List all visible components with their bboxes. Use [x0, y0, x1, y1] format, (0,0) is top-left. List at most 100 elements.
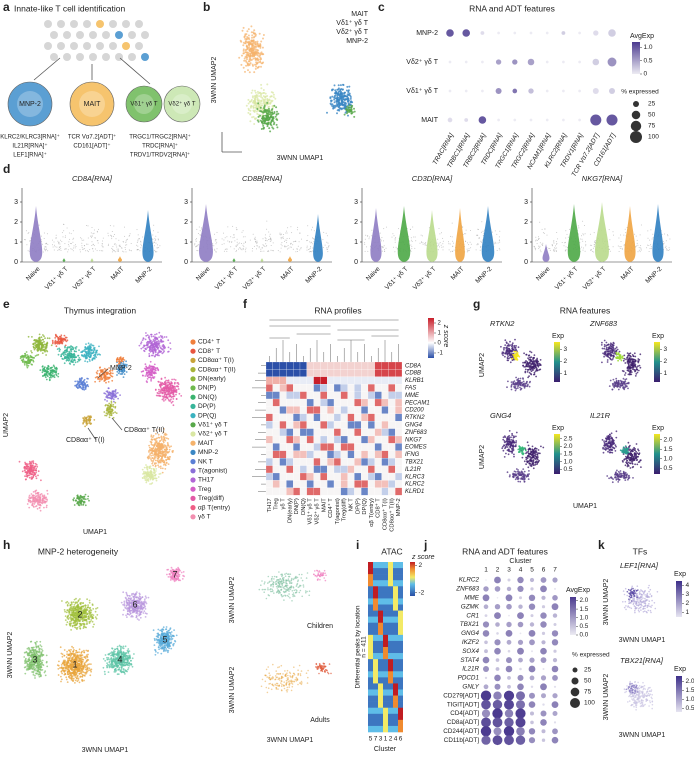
cell-dot	[89, 356, 92, 359]
cell-dot	[252, 64, 254, 67]
cell-dot	[119, 394, 121, 396]
cell-dot	[64, 349, 66, 352]
jitter	[241, 249, 243, 251]
cell-dot	[143, 349, 145, 352]
jitter	[546, 234, 548, 236]
jitter	[579, 238, 581, 240]
jitter	[109, 234, 111, 236]
cell-dot	[45, 345, 47, 348]
cell-dot	[256, 57, 259, 60]
jitter	[553, 251, 555, 252]
jitter	[410, 237, 412, 239]
jitter	[479, 249, 481, 251]
cell-dot	[154, 336, 157, 339]
jitter	[499, 230, 501, 232]
jitter	[197, 244, 199, 246]
cell-dot	[252, 53, 255, 56]
axis-label: 3WNN UMAP1	[277, 155, 324, 162]
cell-dot	[174, 379, 177, 381]
cell-dot	[51, 375, 54, 378]
jitter	[156, 251, 158, 253]
jitter	[585, 243, 587, 245]
cell-dot	[149, 340, 152, 343]
jitter	[499, 241, 501, 243]
jitter	[298, 241, 300, 243]
cell-dot	[86, 384, 89, 386]
cell-dot	[161, 460, 164, 462]
cell-dot	[147, 369, 150, 372]
jitter	[635, 235, 637, 237]
cell-dot	[114, 401, 117, 404]
jitter	[538, 238, 540, 239]
jitter	[665, 240, 667, 242]
violin	[313, 214, 323, 262]
jitter	[258, 247, 260, 249]
legend-swatch	[190, 486, 196, 492]
cell-dot	[154, 351, 157, 354]
cell-dot	[84, 360, 86, 362]
dot	[593, 30, 599, 36]
cell-dot	[260, 128, 263, 130]
cell-dot	[75, 350, 78, 353]
cell-dot	[165, 336, 168, 338]
cell-dot	[27, 364, 30, 367]
jitter	[216, 231, 218, 233]
cell-dot	[157, 453, 160, 455]
jitter	[281, 242, 283, 244]
jitter	[69, 243, 71, 244]
jitter	[280, 234, 282, 236]
jitter	[60, 247, 62, 249]
jitter	[584, 233, 586, 235]
cell-dot	[117, 397, 119, 400]
dot	[446, 29, 454, 37]
cell-dot	[156, 442, 159, 445]
jitter	[549, 249, 551, 251]
dot	[464, 89, 468, 93]
jitter	[451, 236, 453, 238]
jitter	[439, 233, 441, 235]
cell-dot	[36, 507, 39, 510]
cell-dot	[147, 477, 150, 480]
cell-dot	[162, 436, 165, 438]
cell-dot	[85, 343, 87, 345]
jitter	[469, 241, 471, 243]
jitter	[313, 241, 315, 243]
cell-dot	[253, 29, 256, 32]
jitter	[567, 236, 569, 238]
jitter	[441, 246, 443, 248]
cell-dot	[333, 101, 336, 104]
jitter	[195, 239, 197, 241]
cell-dot	[160, 377, 163, 380]
cell-dot	[121, 360, 124, 363]
cell-dot	[240, 63, 243, 66]
cell-dot	[74, 380, 77, 383]
jitter	[58, 246, 60, 248]
dot	[545, 118, 549, 122]
cell-dot	[341, 93, 344, 96]
cell-icon	[50, 31, 58, 39]
cell-dot	[146, 341, 148, 344]
cell-dot	[263, 111, 266, 114]
cell-dot	[160, 382, 163, 385]
jitter	[258, 246, 260, 248]
jitter	[81, 247, 83, 248]
jitter	[102, 237, 104, 239]
cell-dot	[252, 31, 255, 34]
jitter	[328, 245, 330, 247]
size-key-label: 25	[648, 101, 656, 108]
jitter	[364, 238, 366, 240]
jitter	[111, 236, 113, 238]
cell-dot	[258, 95, 261, 98]
cell-dot	[245, 61, 248, 63]
panel-title: RNA and ADT features	[469, 3, 555, 13]
jitter	[253, 238, 255, 240]
cell-dot	[271, 108, 274, 110]
jitter	[552, 245, 553, 247]
cell-dot	[246, 30, 249, 33]
jitter	[130, 243, 132, 244]
jitter	[452, 240, 454, 242]
jitter	[307, 239, 309, 241]
cell-dot	[164, 376, 167, 379]
y-tick-label: 2	[14, 219, 18, 226]
jitter	[236, 238, 238, 240]
